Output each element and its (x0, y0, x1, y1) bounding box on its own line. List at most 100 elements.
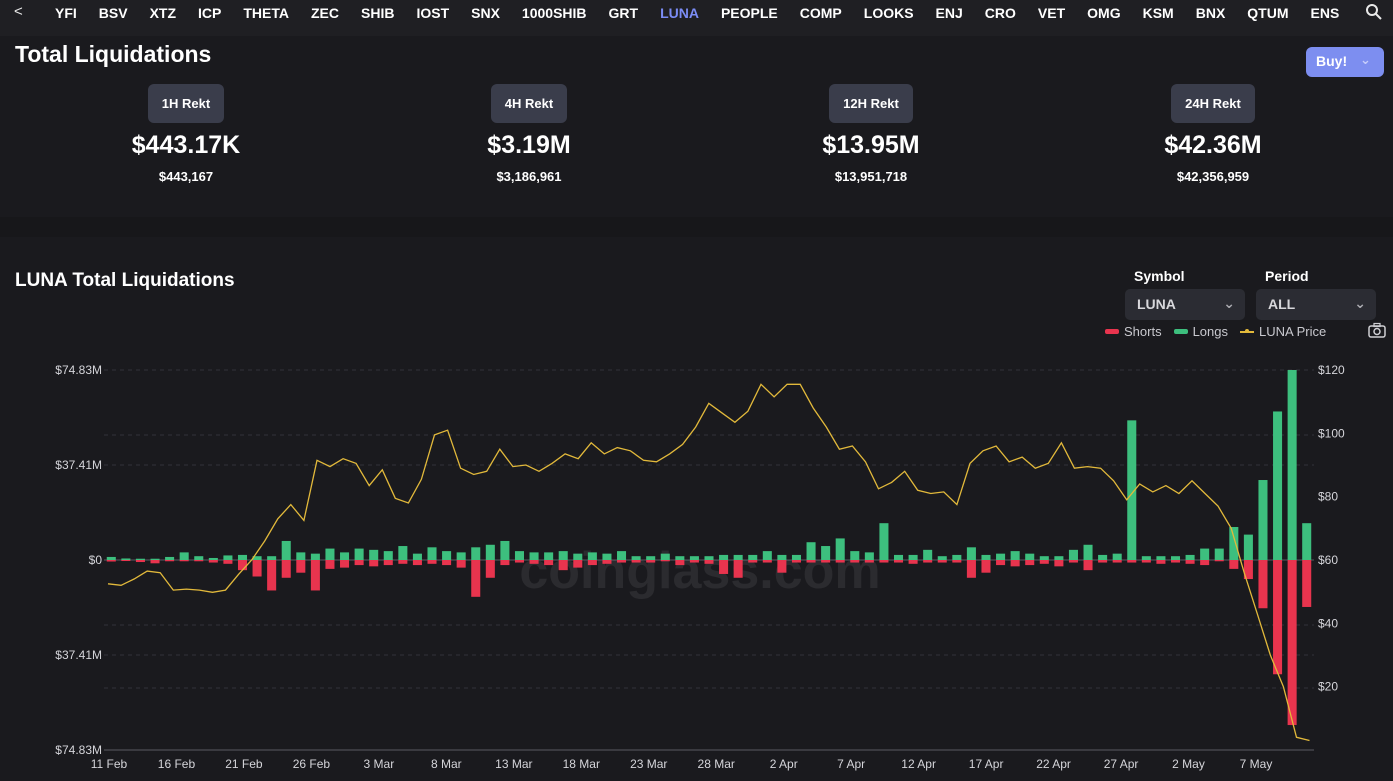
bar-longs (617, 551, 627, 560)
bar-longs (194, 556, 204, 560)
legend-label: LUNA Price (1259, 324, 1327, 339)
bar-longs (354, 548, 364, 560)
ticker-item-qtum[interactable]: QTUM (1247, 5, 1289, 21)
bar-shorts (1229, 560, 1239, 569)
bar-shorts (179, 560, 189, 562)
buy-button[interactable]: Buy! ⌄ (1306, 47, 1384, 77)
bar-shorts (602, 560, 612, 564)
bar-longs (1185, 554, 1195, 560)
ticker-item-comp[interactable]: COMP (799, 5, 842, 21)
bar-longs (398, 546, 408, 560)
bar-longs (908, 554, 918, 560)
legend-longs[interactable]: Longs (1173, 324, 1228, 339)
legend-shorts[interactable]: Shorts (1105, 324, 1162, 339)
bar-longs (514, 551, 525, 560)
bar-longs (821, 546, 831, 560)
bar-shorts (762, 560, 772, 563)
stat-24h: 24H Rekt $42.36M $42,356,959 (1113, 84, 1313, 184)
bar-shorts (806, 560, 816, 563)
ticker-item-xtz[interactable]: XTZ (149, 5, 177, 21)
period-select[interactable]: ALL ⌄ (1256, 289, 1376, 320)
y-right-tick-label: $60 (1318, 553, 1338, 567)
bar-longs (150, 558, 160, 560)
bar-longs (835, 538, 845, 560)
bar-longs (500, 540, 510, 560)
search-icon[interactable] (1365, 3, 1387, 23)
total-liquidations-panel: Total Liquidations Buy! ⌄ 1H Rekt $443.1… (0, 36, 1393, 217)
legend-luna-price[interactable]: LUNA Price (1240, 324, 1326, 339)
ticker-item-ksm[interactable]: KSM (1142, 5, 1174, 21)
bar-shorts (923, 560, 933, 563)
bar-shorts (791, 560, 801, 563)
camera-icon[interactable] (1368, 322, 1386, 338)
bar-longs (1010, 551, 1020, 560)
bar-shorts (1112, 560, 1122, 563)
ticker-item-people[interactable]: PEOPLE (720, 5, 778, 21)
ticker-item-snx[interactable]: SNX (471, 5, 500, 21)
ticker-item-cro[interactable]: CRO (984, 5, 1016, 21)
x-tick-label: 26 Feb (293, 757, 331, 771)
ticker-item-icp[interactable]: ICP (198, 5, 222, 21)
ticker-item-bnx[interactable]: BNX (1195, 5, 1226, 21)
bar-longs (485, 544, 495, 560)
bar-longs (325, 548, 335, 560)
page-title: Total Liquidations (15, 41, 212, 67)
bar-shorts (1156, 560, 1166, 564)
bar-shorts (646, 560, 656, 563)
bar-longs (733, 554, 743, 560)
ticker-item-1000shib[interactable]: 1000SHIB (521, 5, 587, 21)
stat-value: $3.19M (487, 131, 571, 159)
stat-exact: $3,186,961 (496, 169, 562, 184)
ticker-item-bsv[interactable]: BSV (98, 5, 128, 21)
ticker-item-vet[interactable]: VET (1037, 5, 1066, 21)
ticker-item-shib[interactable]: SHIB (361, 5, 395, 21)
y-left-tick-label: $37.41M (55, 458, 102, 472)
y-left-tick-label: $74.83M (55, 743, 102, 757)
bar-longs (369, 549, 379, 560)
x-tick-label: 3 Mar (364, 757, 395, 771)
bar-shorts (587, 560, 597, 566)
ticker-item-yfi[interactable]: YFI (55, 5, 77, 21)
bar-longs (529, 552, 539, 560)
ticker-item-looks[interactable]: LOOKS (863, 5, 914, 21)
y-left-tick-label: $37.41M (55, 648, 102, 662)
buy-button-label: Buy! (1316, 53, 1348, 69)
bar-shorts (864, 560, 874, 563)
section-divider (0, 217, 1393, 237)
ticker-item-zec[interactable]: ZEC (311, 5, 339, 21)
ticker-item-luna[interactable]: LUNA (649, 0, 710, 26)
bar-shorts (267, 560, 277, 591)
bar-shorts (427, 560, 437, 564)
x-tick-label: 8 Mar (431, 757, 462, 771)
bar-longs (1083, 544, 1093, 560)
bar-shorts (442, 560, 452, 566)
ticker-item-ens[interactable]: ENS (1310, 5, 1340, 21)
bar-shorts (952, 560, 962, 563)
bar-longs (1243, 534, 1253, 560)
bar-longs (602, 553, 612, 560)
bar-shorts (966, 560, 976, 578)
scroll-left-icon[interactable]: < (14, 3, 23, 20)
bar-shorts (135, 560, 145, 563)
bar-longs (1170, 556, 1181, 560)
bar-longs (748, 554, 758, 560)
symbol-label: Symbol (1134, 268, 1185, 284)
bar-shorts (310, 560, 320, 591)
bar-shorts (194, 560, 204, 562)
ticker-item-theta[interactable]: THETA (243, 5, 289, 21)
bar-shorts (1025, 560, 1035, 566)
bar-longs (762, 551, 772, 560)
bar-longs (1054, 556, 1064, 560)
ticker-item-omg[interactable]: OMG (1087, 5, 1121, 21)
bar-shorts (1287, 560, 1297, 726)
ticker-item-enj[interactable]: ENJ (935, 5, 963, 21)
chevron-down-icon: ⌄ (1354, 295, 1366, 311)
bar-longs (1068, 549, 1078, 560)
x-tick-label: 2 Apr (770, 757, 798, 771)
ticker-item-grt[interactable]: GRT (608, 5, 639, 21)
bar-shorts (354, 560, 364, 566)
symbol-select[interactable]: LUNA ⌄ (1125, 289, 1245, 320)
y-right-tick-label: $100 (1318, 426, 1345, 440)
ticker-item-iost[interactable]: IOST (416, 5, 450, 21)
bar-longs (340, 552, 350, 560)
